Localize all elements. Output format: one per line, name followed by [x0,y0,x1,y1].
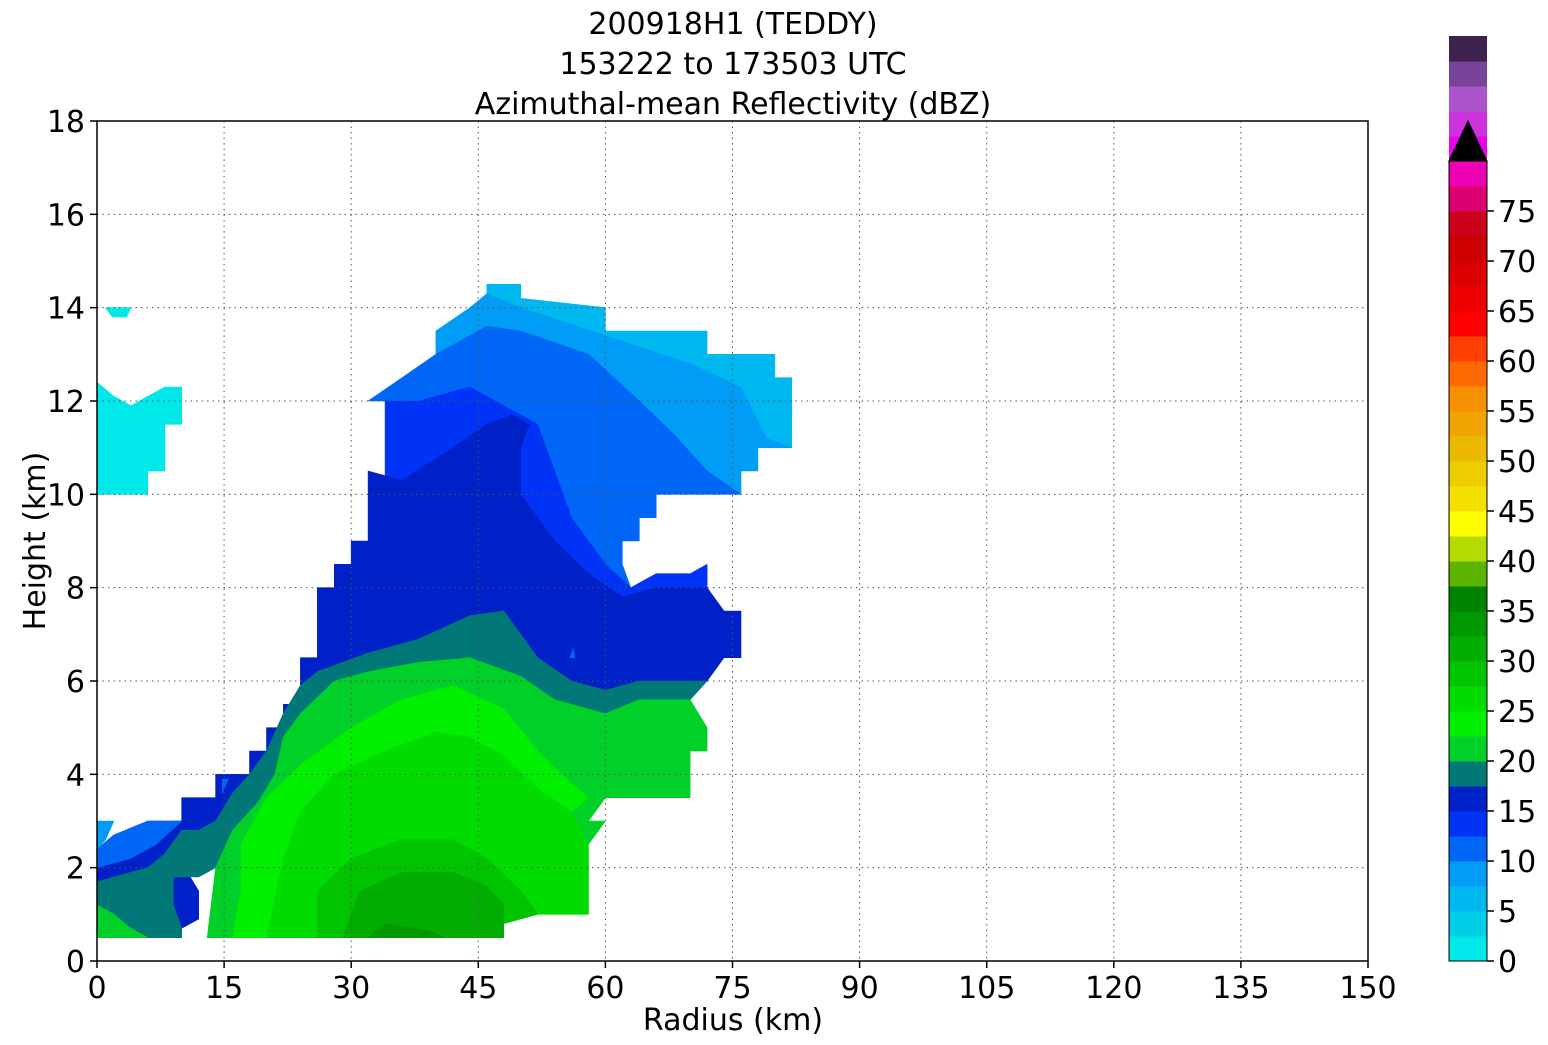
y-axis: 0 2 4 6 8 10 12 14 16 18 [47,105,97,980]
x-tick-label-9: 135 [1212,971,1269,1006]
colorbar-segment-25 [1449,311,1487,337]
colorbar-segment-10 [1449,686,1487,712]
x-tick-label-5: 75 [713,971,751,1006]
colorbar-tick-label-5: 25 [1498,695,1536,730]
colorbar-segment-14 [1449,586,1487,612]
x-axis-label: Radius (km) [643,1003,823,1038]
x-tick-label-6: 90 [841,971,879,1006]
colorbar-segment-26 [1449,286,1487,312]
y-tick-label-5: 10 [47,478,85,513]
reflectivity-field [96,283,793,939]
colorbar-tick-label-3: 15 [1498,795,1536,830]
reflectivity-region-16 [96,820,183,869]
colorbar-tick-label-9: 45 [1498,495,1536,530]
colorbar-segment-22 [1449,386,1487,412]
chart-title-line-3: Azimuthal-mean Reflectivity (dBZ) [475,87,991,122]
colorbar-segment-29 [1449,211,1487,237]
x-tick-label-4: 60 [586,971,624,1006]
colorbar-segment-9 [1449,711,1487,737]
x-tick-label-0: 0 [87,971,106,1006]
colorbar-tick-label-11: 55 [1498,395,1536,430]
colorbar-tick-label-7: 35 [1498,595,1536,630]
colorbar-segment-19 [1449,461,1487,487]
colorbar-tick-label-13: 65 [1498,295,1536,330]
colorbar-segment-34 [1449,86,1487,112]
y-tick-label-9: 18 [47,105,85,140]
x-tick-label-1: 15 [205,971,243,1006]
colorbar-tick-label-2: 10 [1498,845,1536,880]
colorbar-tick-label-12: 60 [1498,345,1536,380]
reflectivity-region-18 [569,647,576,659]
colorbar-segment-18 [1449,486,1487,512]
colorbar-segment-30 [1449,186,1487,212]
colorbar-segment-4 [1449,836,1487,862]
reflectivity-region-0 [96,381,182,495]
colorbar-segment-27 [1449,261,1487,287]
x-tick-label-10: 150 [1339,971,1396,1006]
x-axis: 0 15 30 45 60 75 90 105 120 135 150 [87,961,1397,1006]
colorbar-tick-label-6: 30 [1498,645,1536,680]
y-tick-label-6: 12 [47,385,85,420]
colorbar-segment-8 [1449,736,1487,762]
colorbar-segment-17 [1449,511,1487,537]
colorbar-tick-label-14: 70 [1498,245,1536,280]
colorbar-tick-label-0: 0 [1498,945,1517,980]
colorbar-tick-label-1: 5 [1498,895,1517,930]
grid-lines [97,121,1368,961]
colorbar-tick-label-15: 75 [1498,195,1536,230]
colorbar-segment-3 [1449,861,1487,887]
y-tick-label-0: 0 [66,945,85,980]
colorbar-segment-35 [1449,61,1487,87]
colorbar-segment-24 [1449,336,1487,362]
colorbar-segment-7 [1449,761,1487,787]
colorbar-segment-20 [1449,436,1487,462]
y-tick-label-2: 4 [66,758,85,793]
colorbar-segment-28 [1449,236,1487,262]
colorbar-segment-21 [1449,411,1487,437]
colorbar-segment-12 [1449,636,1487,662]
colorbar-segment-31 [1449,161,1487,187]
chart-title-line-2: 153222 to 173503 UTC [559,47,906,82]
colorbar-tick-label-8: 40 [1498,545,1536,580]
y-axis-label: Height (km) [18,452,53,631]
colorbar: 0 5 10 15 20 25 30 35 40 45 50 55 60 65 70 75 [1448,36,1536,980]
reflectivity-region-1 [104,307,132,318]
y-tick-label-3: 6 [66,665,85,700]
chart-title-line-1: 200918H1 (TEDDY) [588,7,877,42]
colorbar-segment-13 [1449,611,1487,637]
colorbar-segment-11 [1449,661,1487,687]
y-tick-label-1: 2 [66,852,85,887]
colorbar-segment-23 [1449,361,1487,387]
x-tick-label-2: 30 [332,971,370,1006]
colorbar-segment-16 [1449,536,1487,562]
colorbar-segment-6 [1449,786,1487,812]
colorbar-tick-label-10: 50 [1498,445,1536,480]
y-tick-label-8: 16 [47,198,85,233]
y-tick-label-4: 8 [66,572,85,607]
colorbar-segment-36 [1449,36,1487,62]
y-tick-label-7: 14 [47,292,85,327]
colorbar-tick-label-4: 20 [1498,745,1536,780]
x-tick-label-7: 105 [958,971,1015,1006]
colorbar-segment-0 [1449,936,1487,962]
x-tick-label-3: 45 [459,971,497,1006]
colorbar-segment-5 [1449,811,1487,837]
colorbar-segment-1 [1449,911,1487,937]
colorbar-segment-15 [1449,561,1487,587]
reflectivity-region-15 [367,923,445,939]
x-tick-label-8: 120 [1085,971,1142,1006]
reflectivity-region-14 [342,871,505,939]
colorbar-segment-2 [1449,886,1487,912]
